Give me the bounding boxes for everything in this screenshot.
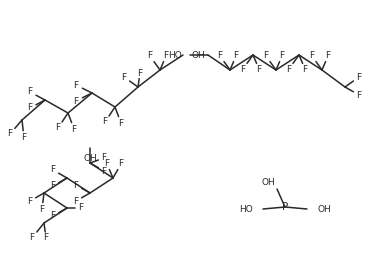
Text: HO: HO xyxy=(239,204,253,214)
Text: F: F xyxy=(302,65,308,73)
Text: F: F xyxy=(73,81,78,89)
Text: F: F xyxy=(309,52,315,60)
Text: F: F xyxy=(71,124,76,134)
Text: F: F xyxy=(263,52,269,60)
Text: F: F xyxy=(257,65,262,73)
Text: F: F xyxy=(39,204,44,214)
Text: P: P xyxy=(282,202,288,212)
Text: F: F xyxy=(163,52,168,60)
Text: F: F xyxy=(43,234,49,242)
Text: OH: OH xyxy=(317,204,331,214)
Text: OH: OH xyxy=(83,154,97,163)
Text: F: F xyxy=(147,52,152,60)
Text: F: F xyxy=(27,196,32,206)
Text: F: F xyxy=(27,88,32,96)
Text: F: F xyxy=(356,91,362,99)
Text: F: F xyxy=(29,234,35,242)
Text: F: F xyxy=(55,124,60,132)
Text: F: F xyxy=(105,160,110,168)
Text: F: F xyxy=(73,96,78,106)
Text: F: F xyxy=(101,166,106,176)
Text: F: F xyxy=(101,153,106,163)
Text: F: F xyxy=(78,204,83,212)
Text: F: F xyxy=(73,181,78,189)
Text: F: F xyxy=(121,73,127,81)
Text: F: F xyxy=(218,52,223,60)
Text: F: F xyxy=(325,52,331,60)
Text: F: F xyxy=(50,165,55,175)
Text: F: F xyxy=(21,134,27,142)
Text: F: F xyxy=(280,52,285,60)
Text: F: F xyxy=(103,117,108,127)
Text: F: F xyxy=(50,212,55,220)
Text: F: F xyxy=(73,196,78,206)
Text: F: F xyxy=(234,52,239,60)
Text: F: F xyxy=(7,130,12,138)
Text: F: F xyxy=(356,73,362,81)
Text: F: F xyxy=(241,65,246,73)
Text: OH: OH xyxy=(261,178,275,187)
Text: F: F xyxy=(137,68,143,78)
Text: F: F xyxy=(119,160,124,168)
Text: F: F xyxy=(27,104,32,112)
Text: HO: HO xyxy=(168,50,182,60)
Text: OH: OH xyxy=(191,50,205,60)
Text: F: F xyxy=(286,65,292,73)
Text: F: F xyxy=(119,119,124,127)
Text: F: F xyxy=(50,181,55,191)
